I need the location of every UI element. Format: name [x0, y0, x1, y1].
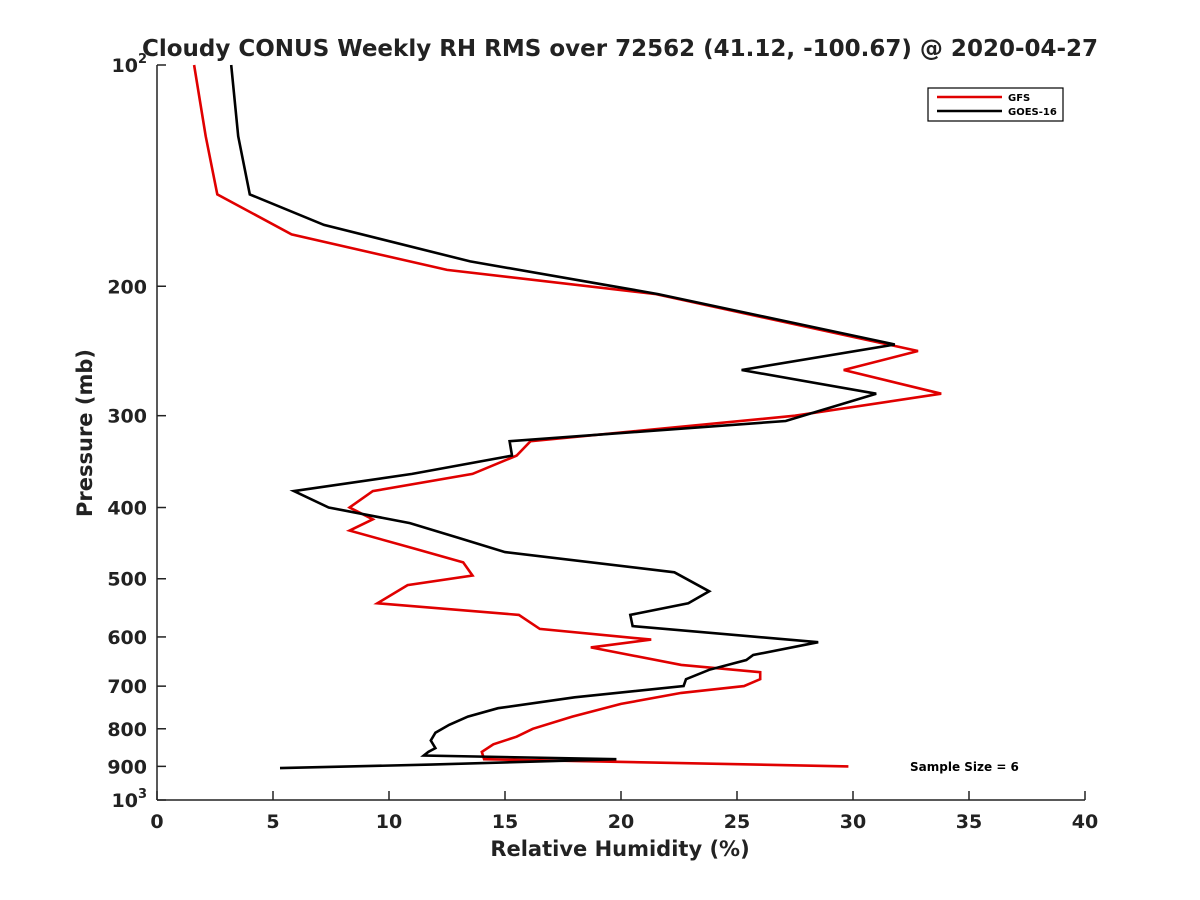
legend-box	[927, 87, 1064, 122]
y-tick-label: 300	[107, 406, 147, 428]
x-tick-label: 15	[492, 811, 518, 833]
legend-label-goes16: GOES-16	[1008, 107, 1057, 118]
x-tick-label: 35	[956, 811, 982, 833]
series-layer	[192, 64, 942, 770]
y-tick-label: 900	[107, 756, 147, 778]
y-tick-label: 800	[107, 719, 147, 741]
axes-layer: 0 5 10 15 20 25 30 35 40 102 200 300 400 500 600 700 800…	[107, 52, 1098, 833]
y-tick-label: 400	[107, 498, 147, 520]
y-tick-label: 500	[107, 569, 147, 591]
x-tick-label: 40	[1072, 811, 1098, 833]
y-tick-label: 700	[107, 676, 147, 698]
y-tick-label: 103	[112, 787, 148, 812]
x-tick-label: 20	[608, 811, 634, 833]
y-tick-label: 102	[112, 52, 148, 77]
legend-label-gfs: GFS	[1008, 93, 1030, 104]
x-tick-label: 0	[150, 811, 163, 833]
sample-size-annotation: Sample Size = 6	[910, 760, 1019, 774]
x-tick-label: 25	[724, 811, 750, 833]
x-tick-label: 5	[266, 811, 279, 833]
x-tick-label: 30	[840, 811, 866, 833]
y-tick-label: 600	[107, 627, 147, 649]
chart-title: Cloudy CONUS Weekly RH RMS over 72562 (4…	[142, 36, 1098, 62]
y-tick-label: 200	[107, 276, 147, 298]
y-axis-label: Pressure (mb)	[73, 349, 97, 517]
x-tick-label: 10	[376, 811, 402, 833]
legend: GFS GOES-16	[927, 87, 1064, 122]
series-line-gfs	[192, 64, 942, 768]
x-axis-label: Relative Humidity (%)	[490, 837, 749, 861]
series-line-goes16	[229, 64, 896, 770]
